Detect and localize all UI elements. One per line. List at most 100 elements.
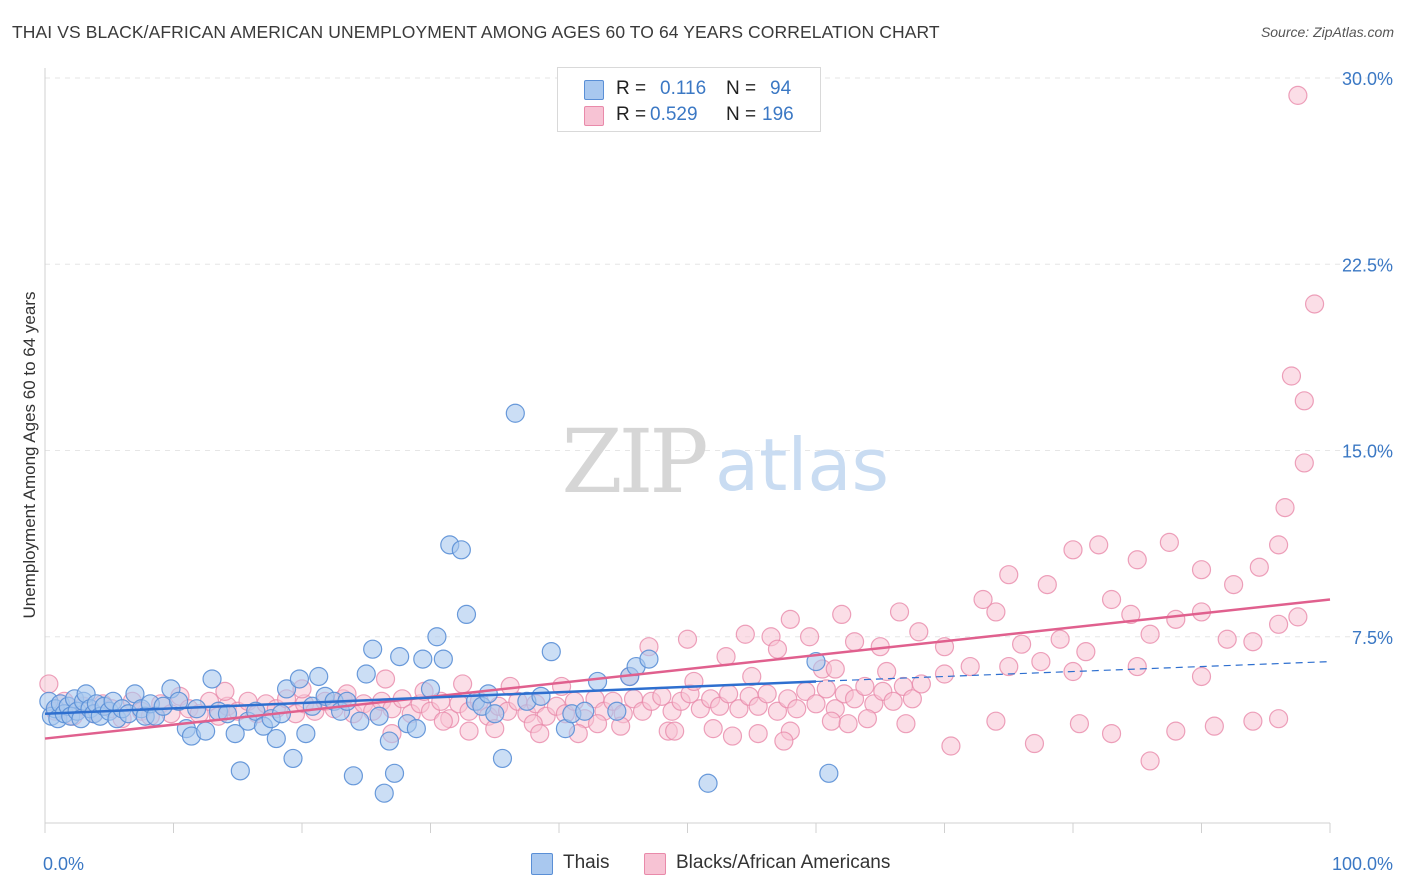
data-point-blacks <box>1294 453 1314 473</box>
y-tick-labels: 7.5% 15.0% 22.5% 30.0% <box>1342 69 1393 648</box>
legend-row-thais: R = 0.116 N = 94 <box>558 76 820 102</box>
legend-n-label: N = <box>726 104 757 125</box>
data-point-blacks <box>986 602 1006 622</box>
data-point-blacks <box>780 609 800 629</box>
data-point-blacks <box>1288 607 1308 627</box>
data-point-blacks <box>748 723 768 744</box>
data-point-blacks <box>799 627 820 647</box>
data-point-thais <box>390 647 410 667</box>
data-point-thais <box>374 783 394 803</box>
data-point-blacks <box>39 674 59 694</box>
trend-line-thais <box>44 680 817 715</box>
data-point-thais <box>406 719 426 739</box>
watermark-zip: ZIP <box>561 410 706 513</box>
x-tick-label-max: 100.0% <box>1332 854 1393 874</box>
chart-title: THAI VS BLACK/AFRICAN AMERICAN UNEMPLOYM… <box>12 22 940 42</box>
data-point-thais <box>384 763 405 783</box>
y-tick-label-1: 15.0% <box>1342 442 1393 462</box>
data-point-blacks <box>1243 632 1263 652</box>
data-point-thais <box>531 686 551 706</box>
data-point-blacks <box>999 565 1019 585</box>
data-point-thais <box>266 728 286 749</box>
data-point-thais <box>202 669 222 689</box>
legend-n-value-blacks: 196 <box>762 104 794 125</box>
data-point-blacks <box>999 656 1019 677</box>
data-point-blacks <box>530 723 550 744</box>
data-point-thais <box>492 748 513 769</box>
data-point-blacks <box>767 701 788 721</box>
data-point-thais <box>433 649 453 669</box>
data-point-blacks <box>453 674 473 694</box>
data-point-blacks <box>1063 540 1083 560</box>
data-point-blacks <box>1294 391 1314 411</box>
data-point-blacks <box>855 676 875 697</box>
data-point-blacks <box>1140 624 1160 644</box>
y-tick-label-2: 22.5% <box>1342 255 1393 275</box>
y-axis-label: Unemployment Among Ages 60 to 64 years <box>20 292 39 619</box>
data-point-blacks <box>877 661 897 682</box>
data-point-blacks <box>1217 629 1237 649</box>
legend-n-value-thais: 94 <box>770 78 792 99</box>
data-point-blacks <box>1121 604 1141 625</box>
data-point-blacks <box>934 664 955 684</box>
data-point-blacks <box>677 629 698 649</box>
trend-line-thais-extension <box>815 660 1331 683</box>
data-point-blacks <box>787 699 807 719</box>
data-point-blacks <box>1069 714 1090 734</box>
legend-r-value-blacks: 0.529 <box>650 104 698 125</box>
data-point-thais <box>289 669 310 689</box>
source-label: Source: ZipAtlas.com <box>1260 24 1394 40</box>
data-point-blacks <box>821 711 842 731</box>
data-point-blacks <box>1191 560 1212 580</box>
data-point-blacks <box>844 689 865 709</box>
data-point-thais <box>169 691 189 711</box>
data-point-blacks <box>587 714 608 734</box>
bottom-legend-label-blacks: Blacks/African Americans <box>676 852 891 873</box>
data-point-thais <box>225 723 245 744</box>
data-point-blacks <box>1288 85 1308 105</box>
data-point-blacks <box>1249 557 1269 577</box>
data-point-blacks <box>1101 589 1122 610</box>
data-point-thais <box>806 651 826 672</box>
data-point-blacks <box>767 639 788 659</box>
data-point-blacks <box>742 666 762 687</box>
data-point-thais <box>639 649 659 669</box>
data-point-thais <box>283 748 303 769</box>
data-point-thais <box>276 679 297 699</box>
data-point-thais <box>379 731 399 751</box>
data-point-blacks <box>960 656 980 677</box>
data-point-blacks <box>883 691 903 711</box>
data-point-thais <box>505 403 525 423</box>
data-point-blacks <box>889 602 910 622</box>
bottom-legend-swatch-thais <box>531 853 553 875</box>
data-point-blacks <box>729 699 749 719</box>
legend-swatch-thais <box>584 80 604 100</box>
data-point-blacks <box>806 694 826 714</box>
data-point-blacks <box>1037 574 1057 595</box>
data-point-blacks <box>1204 716 1224 736</box>
data-point-thais <box>369 706 389 726</box>
data-point-blacks <box>1089 535 1109 555</box>
data-point-blacks <box>735 624 755 644</box>
data-point-thais <box>427 627 447 647</box>
data-point-thais <box>575 701 595 721</box>
bottom-legend-swatch-blacks <box>644 853 666 875</box>
bottom-legend-label-thais: Thais <box>563 852 610 873</box>
data-point-blacks <box>844 632 865 652</box>
data-point-blacks <box>433 711 453 731</box>
data-point-thais <box>230 761 250 781</box>
y-tick-label-0: 7.5% <box>1352 628 1393 648</box>
watermark-atlas: atlas <box>715 423 889 507</box>
legend-row-blacks: R = 0.529 N = 196 <box>558 102 820 128</box>
data-point-blacks <box>902 689 922 709</box>
data-point-blacks <box>459 721 479 741</box>
data-point-blacks <box>1268 614 1289 634</box>
data-point-blacks <box>716 647 736 667</box>
data-point-blacks <box>1281 366 1302 386</box>
data-point-blacks <box>896 714 916 734</box>
data-point-blacks <box>1127 550 1147 570</box>
data-point-blacks <box>857 709 878 729</box>
data-point-thais <box>485 704 505 724</box>
data-point-blacks <box>1031 651 1051 672</box>
